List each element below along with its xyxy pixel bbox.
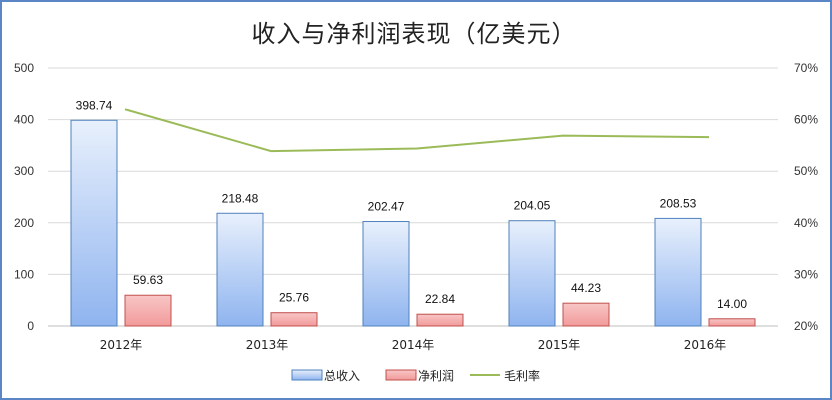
bar-net-profit — [562, 302, 610, 327]
y-right-tick-label: 50% — [794, 164, 818, 178]
x-tick-label: 2012年 — [100, 338, 143, 352]
data-label: 208.53 — [660, 196, 697, 210]
x-tick-label: 2014年 — [392, 338, 435, 352]
x-tick-label: 2013年 — [246, 338, 289, 352]
y-right-tick-label: 20% — [794, 319, 818, 333]
bar-revenue — [508, 220, 556, 327]
data-label: 44.23 — [571, 281, 601, 295]
bar-net-profit — [124, 294, 172, 327]
data-label: 204.05 — [514, 199, 551, 213]
y-right-tick-label: 40% — [794, 216, 818, 230]
data-label: 59.63 — [133, 273, 163, 287]
bar-net-profit — [270, 312, 318, 327]
legend-swatch — [291, 369, 323, 381]
legend-label: 净利润 — [418, 369, 454, 383]
legend-swatch — [385, 369, 417, 381]
data-label: 25.76 — [279, 291, 309, 305]
y-right-tick-label: 70% — [794, 61, 818, 75]
bar-revenue — [70, 119, 118, 327]
bar-revenue — [216, 212, 264, 327]
bar-net-profit — [416, 313, 464, 327]
x-tick-label: 2016年 — [684, 338, 727, 352]
data-label: 218.48 — [222, 191, 259, 205]
data-label: 14.00 — [717, 297, 747, 311]
y-left-tick-label: 0 — [27, 319, 34, 333]
y-left-tick-label: 100 — [14, 267, 34, 281]
data-label: 22.84 — [425, 292, 455, 306]
data-label: 202.47 — [368, 200, 405, 214]
y-left-tick-label: 500 — [14, 61, 34, 75]
bar-revenue — [654, 217, 702, 327]
x-tick-label: 2015年 — [538, 338, 581, 352]
legend-label: 总收入 — [324, 369, 360, 383]
bar-revenue — [362, 221, 410, 327]
legend-label: 毛利率 — [504, 368, 540, 383]
line-gross-margin — [124, 108, 710, 153]
bar-net-profit — [708, 318, 756, 327]
y-left-tick-label: 400 — [14, 113, 34, 127]
data-label: 398.74 — [76, 98, 113, 112]
y-right-tick-label: 60% — [794, 113, 818, 127]
chart-title: 收入与净利润表现（亿美元） — [251, 20, 577, 48]
y-left-tick-label: 200 — [14, 216, 34, 230]
y-right-tick-label: 30% — [794, 267, 818, 281]
y-left-tick-label: 300 — [14, 164, 34, 178]
